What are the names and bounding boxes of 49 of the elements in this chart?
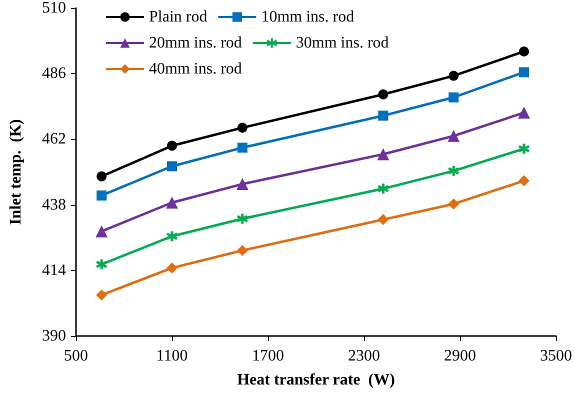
point [519,46,529,56]
point [96,225,108,238]
y-tick-label: 486 [42,65,66,82]
x-tick-label: 500 [64,348,88,364]
point [166,196,178,209]
x-axis-title: Heat transfer rate (W) [237,372,395,388]
point [518,142,530,156]
point [236,244,248,256]
y-axis-title: Inlet temp. (K) [8,119,24,225]
x-tick-label: 2900 [444,348,476,364]
point [519,67,529,78]
legend-label: 10mm ins. rod [261,8,354,26]
point [518,106,530,119]
point [237,142,248,153]
point [237,122,248,133]
y-tick-label: 462 [42,130,66,148]
point [448,92,459,102]
legend-label: 20mm ins. rod [149,34,242,52]
point [167,140,177,151]
point [378,89,388,100]
point [377,148,390,160]
point [96,190,107,201]
x-tick-label: 1100 [156,348,188,364]
legend-label: 40mm ins. rod [149,60,242,78]
point [95,258,108,271]
x-tick-label: 2300 [348,348,380,364]
point [448,70,459,81]
point [236,212,249,225]
point [378,110,388,121]
point [448,198,460,210]
point [447,164,460,178]
x-tick-label: 1700 [252,348,284,364]
point [166,262,178,274]
x-tick-label: 3500 [540,348,572,364]
y-tick-label: 390 [42,328,66,344]
point [448,130,460,142]
point [376,182,390,195]
point [166,230,178,242]
point [167,161,177,172]
point [518,175,530,186]
legend-label: Plain rod [149,8,208,26]
legend-label: 30mm ins. rod [296,34,389,52]
y-tick-label: 438 [42,196,66,214]
point [378,214,389,226]
point [236,178,248,190]
y-tick-label: 414 [42,262,66,279]
point [96,171,107,182]
point [96,290,108,300]
y-tick-label: 510 [42,0,66,16]
